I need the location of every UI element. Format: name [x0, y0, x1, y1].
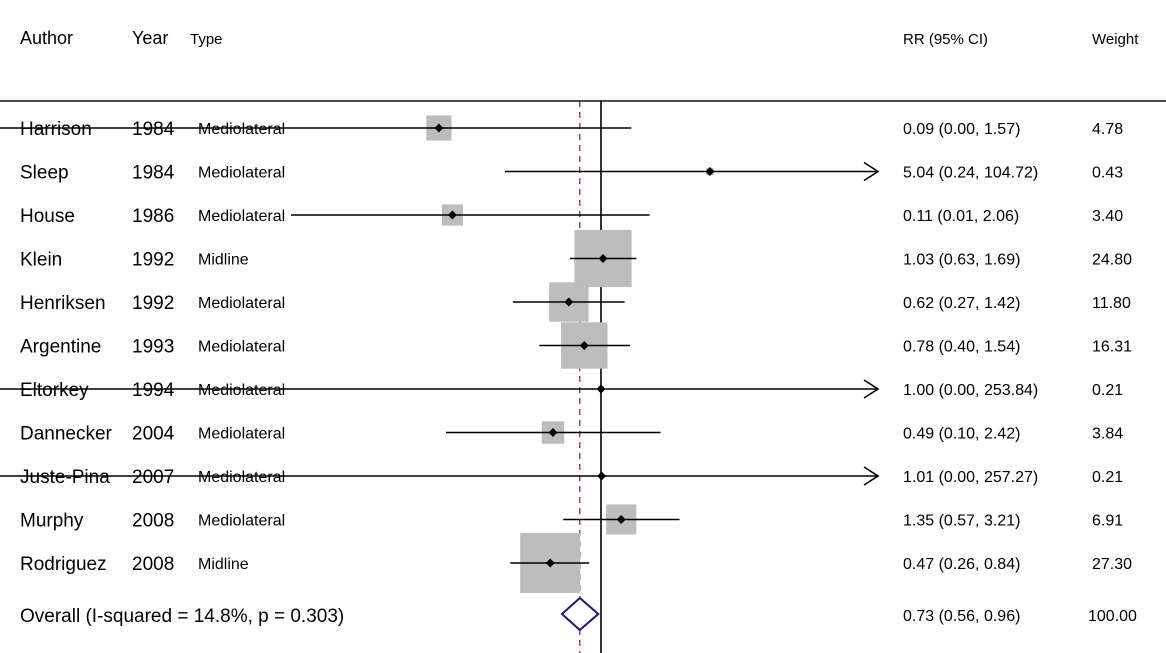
study-weight: 11.80: [1092, 295, 1131, 312]
point-estimate: [548, 428, 558, 437]
study-row: Rodriguez 2008 Midline 0.47 (0.26, 0.84) 27.…: [20, 533, 1132, 593]
study-year: 1984: [132, 119, 175, 140]
study-weight: 3.40: [1092, 208, 1123, 225]
study-type: Midline: [198, 556, 249, 573]
study-type: Mediolateral: [198, 121, 285, 138]
study-ci-text: 1.01 (0.00, 257.27): [903, 469, 1038, 486]
point-estimate: [597, 471, 607, 481]
study-ci-text: 0.09 (0.00, 1.57): [903, 121, 1020, 138]
study-type: Mediolateral: [198, 165, 285, 182]
point-estimate: [434, 123, 444, 133]
study-author: Sleep: [20, 163, 69, 184]
ci-arrow: [863, 379, 880, 399]
study-author: Klein: [20, 250, 62, 271]
study-ci-text: 0.47 (0.26, 0.84): [903, 556, 1020, 573]
study-row: Harrison 1984 Mediolateral 0.09 (0.00, 1.57…: [0, 115, 1123, 141]
study-year: 2007: [132, 467, 174, 488]
ci-arrow: [863, 161, 880, 182]
overall-ci-text: 0.73 (0.56, 0.96): [903, 608, 1020, 625]
study-year: 1986: [132, 206, 174, 227]
study-year: 2008: [132, 554, 174, 575]
study-ci-text: 0.49 (0.10, 2.42): [903, 426, 1020, 443]
study-ci-text: 5.04 (0.24, 104.72): [903, 165, 1038, 182]
point-estimate: [596, 384, 606, 394]
study-weight: 0.43: [1092, 165, 1123, 182]
header-rr: RR (95% CI): [903, 31, 988, 48]
study-row: Eltorkey 1994 Mediolateral 1.00 (0.00, 253.…: [0, 379, 1123, 401]
study-row: Klein 1992 Midline 1.03 (0.63, 1.69) 24.80: [20, 229, 1132, 288]
study-ci-text: 1.35 (0.57, 3.21): [903, 513, 1020, 530]
ci-arrow: [863, 466, 880, 486]
study-author: Juste-Pina: [20, 467, 110, 488]
study-row: House 1986 Mediolateral 0.11 (0.01, 2.06) 3.…: [20, 204, 1123, 227]
study-weight: 16.31: [1092, 339, 1132, 356]
study-author: Rodriguez: [20, 554, 107, 575]
study-author: Eltorkey: [20, 380, 89, 401]
point-estimate: [564, 297, 574, 307]
point-estimate: [579, 341, 589, 350]
study-weight: 3.84: [1092, 426, 1123, 443]
header-author: Author: [20, 28, 73, 48]
overall-diamond: [560, 596, 600, 632]
study-weight: 6.91: [1092, 513, 1123, 530]
study-ci-text: 0.11 (0.01, 2.06): [903, 208, 1019, 225]
point-estimate: [447, 210, 457, 220]
study-rows: Harrison 1984 Mediolateral 0.09 (0.00, 1.57…: [0, 115, 1132, 593]
study-ci-text: 1.00 (0.00, 253.84): [903, 382, 1038, 399]
study-ci-text: 0.62 (0.27, 1.42): [903, 295, 1020, 312]
study-weight: 4.78: [1092, 121, 1123, 138]
study-type: Mediolateral: [198, 382, 285, 399]
study-weight: 24.80: [1092, 252, 1132, 269]
study-author: Argentine: [20, 337, 101, 358]
study-author: Dannecker: [20, 424, 113, 445]
overall-label: Overall (I-squared = 14.8%, p = 0.303): [20, 606, 344, 627]
study-year: 2008: [132, 511, 174, 532]
study-row: Henriksen 1992 Mediolateral 0.62 (0.27, 1.4…: [20, 282, 1131, 322]
study-author: Murphy: [20, 511, 84, 532]
study-weight: 0.21: [1092, 469, 1123, 486]
study-type: Mediolateral: [198, 426, 285, 443]
study-weight: 0.21: [1092, 382, 1123, 399]
study-row: Sleep 1984 Mediolateral 5.04 (0.24, 104.72)…: [20, 161, 1123, 184]
study-author: Harrison: [20, 119, 92, 140]
study-row: Argentine 1993 Mediolateral 0.78 (0.40, 1.5…: [20, 322, 1132, 369]
overall-weight: 100.00: [1088, 608, 1137, 625]
header-type: Type: [190, 31, 223, 48]
study-row: Juste-Pina 2007 Mediolateral 1.01 (0.00, 25…: [0, 466, 1123, 488]
study-year: 1984: [132, 163, 175, 184]
header-year: Year: [132, 28, 168, 48]
study-year: 1993: [132, 337, 174, 358]
point-estimate: [598, 254, 608, 263]
study-weight: 27.30: [1092, 556, 1132, 573]
study-type: Mediolateral: [198, 469, 285, 486]
study-row: Dannecker 2004 Mediolateral 0.49 (0.10, 2.4…: [20, 421, 1123, 445]
study-year: 2004: [132, 424, 175, 445]
header-weight: Weight: [1092, 31, 1139, 48]
study-type: Mediolateral: [198, 339, 285, 356]
study-author: House: [20, 206, 75, 227]
study-ci-text: 0.78 (0.40, 1.54): [903, 339, 1020, 356]
study-type: Mediolateral: [198, 208, 285, 225]
study-ci-text: 1.03 (0.63, 1.69): [903, 252, 1020, 269]
study-type: Mediolateral: [198, 513, 285, 530]
point-estimate: [616, 515, 626, 524]
point-estimate: [545, 558, 555, 568]
study-type: Mediolateral: [198, 295, 285, 312]
study-row: Murphy 2008 Mediolateral 1.35 (0.57, 3.21) 6…: [20, 504, 1123, 535]
study-year: 1994: [132, 380, 175, 401]
study-author: Henriksen: [20, 293, 106, 314]
study-year: 1992: [132, 293, 174, 314]
study-year: 1992: [132, 250, 174, 271]
point-estimate: [705, 167, 715, 176]
study-type: Midline: [198, 252, 249, 269]
